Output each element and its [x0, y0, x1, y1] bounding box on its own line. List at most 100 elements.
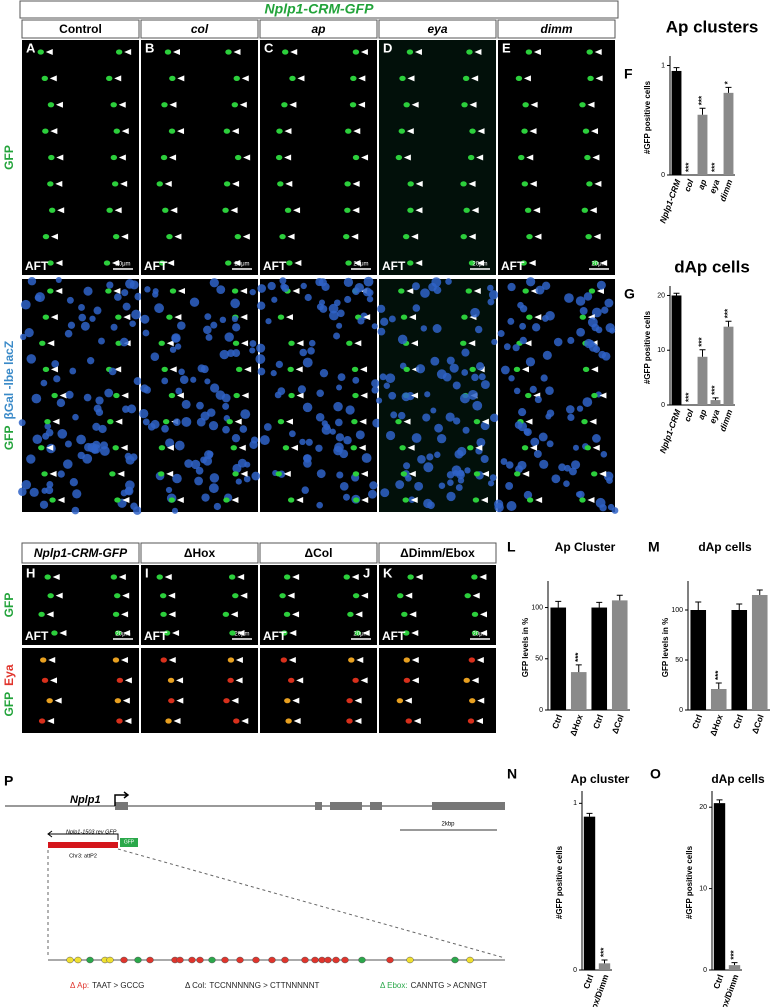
nucleus	[464, 467, 471, 474]
cell	[280, 657, 288, 663]
cell	[222, 207, 229, 213]
scale-label: 20μm	[353, 262, 368, 268]
cell	[167, 677, 175, 683]
cell	[113, 128, 120, 134]
figure-title-box	[19, 0, 619, 19]
nucleus	[371, 323, 378, 330]
construct-label: Nplp1-1503 rev GFP	[66, 829, 117, 835]
cell	[396, 698, 404, 704]
nucleus	[500, 365, 510, 375]
row-label-part: Eya	[2, 664, 16, 686]
arrowhead	[409, 611, 417, 618]
nucleus	[249, 289, 256, 296]
arrowhead	[118, 154, 126, 161]
arrowhead	[360, 677, 368, 684]
cell	[161, 366, 168, 372]
arrowhead	[407, 75, 415, 82]
nucleus	[300, 282, 307, 290]
arrowhead	[166, 340, 174, 347]
cell	[158, 260, 166, 266]
nucleus	[457, 446, 467, 457]
nucleus	[449, 363, 459, 373]
nucleus	[420, 288, 430, 298]
nucleus	[244, 461, 251, 468]
bar	[728, 965, 741, 970]
arrowhead	[123, 630, 131, 636]
nucleus	[222, 425, 230, 434]
arrowhead	[295, 366, 303, 373]
arrowhead	[469, 101, 477, 108]
cell	[47, 288, 54, 294]
nucleus	[383, 382, 391, 389]
panel-letter: M	[648, 539, 660, 555]
panel-letter: G	[624, 286, 635, 302]
nucleus	[232, 349, 241, 357]
column-header: Control	[59, 22, 102, 36]
nucleus	[98, 424, 107, 434]
nucleus	[380, 317, 389, 326]
cell	[114, 698, 122, 704]
arrowhead	[294, 260, 302, 266]
panel-letter: H	[26, 565, 35, 580]
arrowhead	[284, 154, 292, 161]
arrowhead	[52, 418, 60, 425]
nucleus	[459, 393, 470, 404]
cell	[159, 593, 167, 599]
column-header-box	[140, 19, 259, 39]
cell	[352, 154, 360, 161]
nucleus	[119, 337, 129, 347]
nucleus	[515, 465, 523, 474]
cell	[168, 392, 176, 399]
y-tick-label: 0	[539, 707, 543, 714]
arrowhead	[169, 366, 177, 373]
nucleus	[249, 340, 257, 347]
nucleus	[426, 453, 434, 461]
arrowhead	[522, 470, 530, 477]
mutation-change: CANNTG > ACNNGT	[411, 981, 487, 990]
arrowhead	[114, 366, 122, 373]
cell	[223, 181, 231, 187]
nucleus	[569, 467, 577, 476]
arrowhead	[122, 592, 130, 599]
binding-site	[386, 956, 394, 964]
arrowhead	[56, 154, 64, 161]
scale-label: 20μm	[353, 632, 368, 638]
cell	[116, 677, 124, 683]
nucleus	[461, 348, 470, 357]
nucleus	[256, 343, 266, 353]
nucleus	[397, 411, 406, 420]
bar	[713, 803, 726, 970]
cell	[277, 419, 285, 425]
x-tick-label: Ctrl	[591, 713, 605, 730]
arrowhead	[287, 233, 295, 240]
cell	[473, 419, 481, 425]
arrowhead	[124, 49, 132, 55]
y-tick-label: 0	[703, 967, 707, 974]
nucleus	[92, 440, 101, 449]
nucleus	[26, 354, 37, 364]
cell	[464, 593, 471, 599]
arrowhead	[587, 101, 595, 108]
arrowhead	[600, 260, 608, 266]
panel-letter: J	[363, 565, 370, 580]
cell	[283, 611, 291, 617]
nucleus	[51, 360, 60, 368]
nucleus	[445, 278, 452, 285]
row-label: GFP Eya	[2, 664, 16, 716]
cell	[225, 260, 232, 266]
error-bar	[716, 799, 723, 804]
cell	[229, 630, 236, 636]
nucleus	[95, 396, 104, 405]
nucleus	[494, 502, 504, 513]
nucleus	[87, 357, 95, 365]
cell	[165, 718, 172, 724]
cell	[513, 366, 521, 372]
cell	[47, 181, 54, 187]
nucleus	[512, 344, 520, 352]
nucleus	[202, 456, 213, 466]
nucleus	[178, 368, 185, 376]
nucleus	[601, 306, 609, 314]
arrowhead	[50, 314, 58, 321]
arrowhead	[354, 718, 362, 724]
arrowhead	[587, 497, 595, 503]
